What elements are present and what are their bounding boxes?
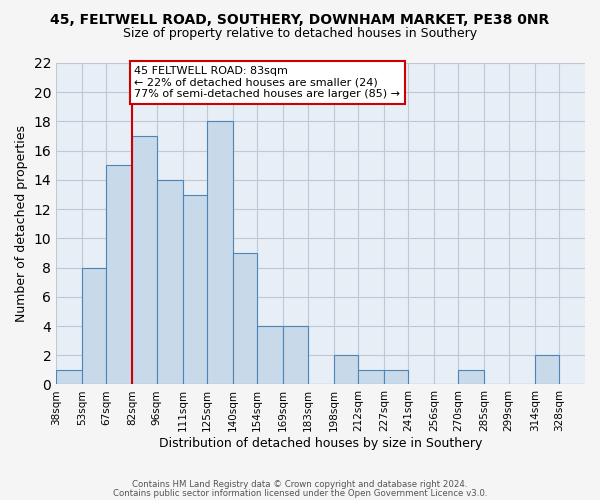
Bar [157,180,183,384]
Bar [458,370,484,384]
Bar [334,355,358,384]
Bar [283,326,308,384]
Bar [133,136,157,384]
X-axis label: Distribution of detached houses by size in Southery: Distribution of detached houses by size … [159,437,482,450]
Bar [384,370,408,384]
Bar [257,326,283,384]
Text: 45 FELTWELL ROAD: 83sqm
← 22% of detached houses are smaller (24)
77% of semi-de: 45 FELTWELL ROAD: 83sqm ← 22% of detache… [134,66,400,99]
Bar [233,253,257,384]
Y-axis label: Number of detached properties: Number of detached properties [15,125,28,322]
Bar [207,122,233,384]
Text: Contains HM Land Registry data © Crown copyright and database right 2024.: Contains HM Land Registry data © Crown c… [132,480,468,489]
Bar [535,355,559,384]
Bar [183,194,207,384]
Bar [106,166,133,384]
Text: Contains public sector information licensed under the Open Government Licence v3: Contains public sector information licen… [113,489,487,498]
Text: Size of property relative to detached houses in Southery: Size of property relative to detached ho… [123,28,477,40]
Bar [358,370,384,384]
Text: 45, FELTWELL ROAD, SOUTHERY, DOWNHAM MARKET, PE38 0NR: 45, FELTWELL ROAD, SOUTHERY, DOWNHAM MAR… [50,12,550,26]
Bar [82,268,106,384]
Bar [56,370,82,384]
